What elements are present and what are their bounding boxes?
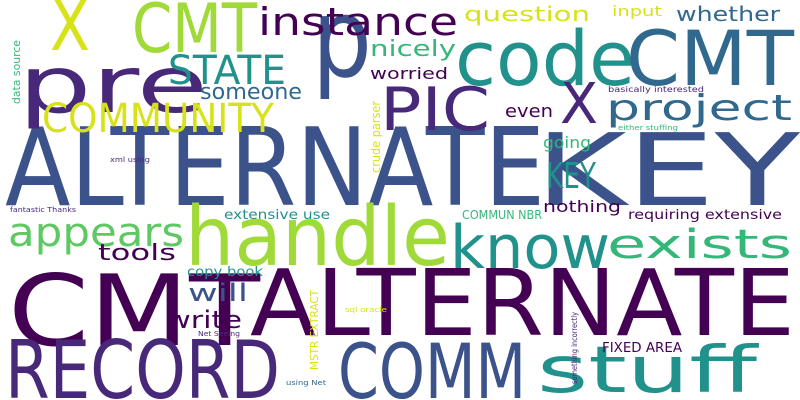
word-community-18: COMMUNITY — [42, 96, 275, 142]
word-stuff-14: stuff — [537, 334, 760, 400]
word-whether-29: whether — [676, 2, 781, 26]
word-p-4: p — [312, 0, 372, 102]
word-copy-book-39: copy book — [187, 265, 264, 280]
word-record-6: RECORD — [5, 324, 280, 400]
word-data-source-42: data source — [10, 40, 23, 104]
word-key-23: KEY — [546, 156, 597, 197]
word-handle-5: handle — [185, 190, 450, 285]
word-tools-24: tools — [98, 241, 176, 266]
word-cmt-9: CMT — [626, 14, 795, 103]
word-crude-parser-41: crude parser — [369, 101, 383, 173]
word-mstr-extract-43: MSTR EXTRACT — [308, 290, 321, 370]
word-alternate-2: ALTERNATE — [250, 250, 795, 357]
word-know-13: know — [450, 213, 610, 283]
word-alternate-0: ALTERNATE — [5, 106, 545, 231]
word-code-8: code — [455, 14, 635, 103]
word-someone-27: someone — [200, 80, 302, 105]
word-even-32: even — [505, 101, 553, 122]
word-nicely-30: nicely — [370, 37, 456, 62]
word-fantastic-thanks-48: fantastic Thanks — [10, 206, 76, 214]
word-basically-interested-45: basically interested — [608, 85, 704, 94]
word-question-28: question — [464, 2, 590, 26]
word-instance-17: instance — [258, 0, 458, 44]
word-project-20: project — [606, 88, 792, 129]
word-input-35: input — [612, 4, 663, 20]
word-net-seeing-50: Net Seeing — [198, 330, 240, 338]
word-key-3: KEY — [535, 112, 800, 229]
word-pre-10: pre — [18, 41, 208, 131]
word-write-26: write — [166, 306, 242, 334]
word-x-16: X — [560, 72, 598, 137]
word-nothing-34: nothing — [543, 197, 621, 216]
word-something-incorrectly-44: something incorrectly — [570, 312, 579, 384]
word-xml-using-47: xml using — [110, 156, 150, 164]
word-either-stuffing-46: either stuffing — [618, 124, 678, 132]
word-commun-nbr-38: COMMUN NBR — [462, 208, 542, 222]
word-will-25: will — [188, 279, 248, 307]
word-requiring-extensive-37: requiring extensive — [628, 208, 782, 223]
word-using-net-51: using Net — [286, 379, 326, 387]
word-cmt-1: CMT — [8, 255, 261, 369]
word-sql-oracle-49: sql oracle — [345, 306, 387, 314]
word-worried-31: worried — [370, 64, 448, 83]
word-going-33: going — [543, 133, 591, 152]
word-appears-21: appears — [8, 210, 184, 256]
word-cmt-12: CMT — [132, 0, 257, 69]
word-state-19: STATE — [168, 48, 286, 94]
word-exists-22: exists — [607, 222, 792, 268]
word-comm-7: COMM — [338, 327, 526, 400]
word-pic-15: PIC — [380, 75, 490, 145]
word-fixed-area-40: FIXED AREA — [602, 341, 682, 356]
word-x-11: X — [50, 0, 90, 67]
word-extensive-use-36: extensive use — [224, 208, 330, 223]
